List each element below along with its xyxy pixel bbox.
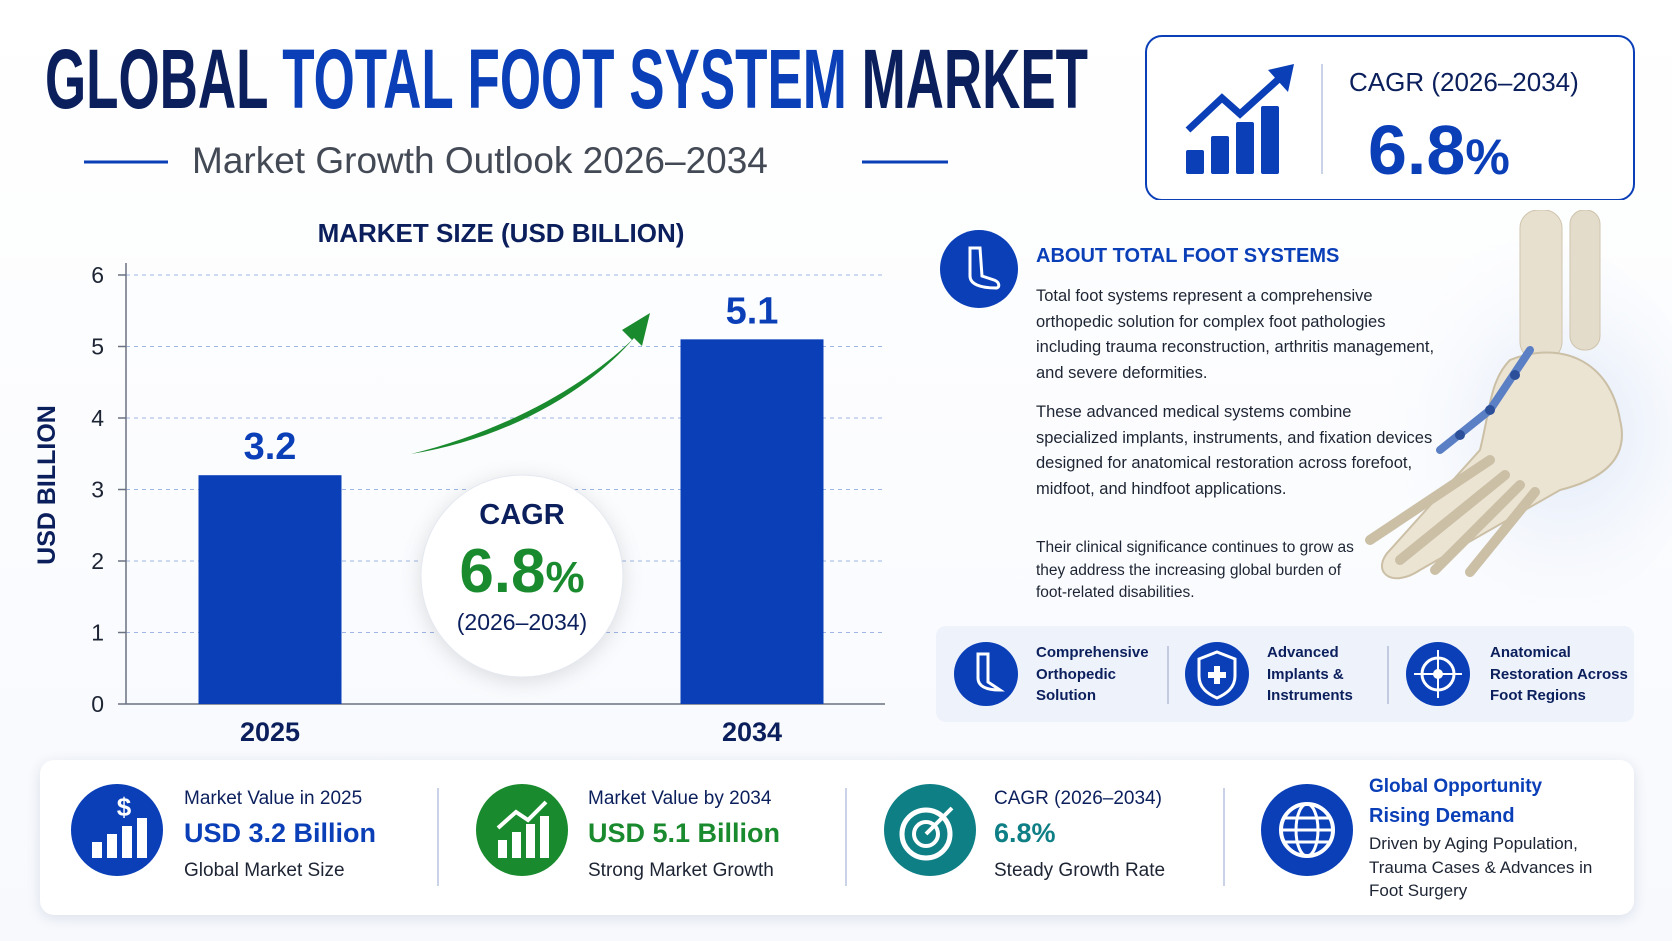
y-tick-label: 5 bbox=[91, 334, 104, 360]
stat-sub: Steady Growth Rate bbox=[994, 860, 1166, 881]
y-tick-label: 4 bbox=[91, 405, 104, 431]
about-paragraph: Their clinical significance continues to… bbox=[1036, 539, 1354, 601]
stats-panel bbox=[40, 760, 1634, 915]
x-tick-label: 2025 bbox=[240, 717, 300, 747]
plot: 0 1 2 3 4 5 6 2025 3.2 2034 5.1 bbox=[91, 262, 885, 747]
y-tick-label: 6 bbox=[91, 262, 104, 288]
chart-title: MARKET SIZE (USD BILLION) bbox=[318, 218, 685, 248]
cagr-unit: % bbox=[1465, 129, 1509, 185]
features-panel bbox=[936, 626, 1634, 722]
badge-unit: % bbox=[546, 553, 585, 602]
stat-sub: Strong Market Growth bbox=[588, 860, 774, 881]
stat-value: USD 3.2 Billion bbox=[184, 818, 377, 848]
badge-label: CAGR bbox=[479, 499, 564, 531]
stat-value: USD 5.1 Billion bbox=[588, 818, 781, 848]
cagr-number: 6.8 bbox=[1368, 111, 1465, 189]
bar-chart: MARKET SIZE (USD BILLION) USD BILLION 0 1… bbox=[33, 218, 885, 747]
stat-icons: $ bbox=[71, 784, 1353, 886]
feature-text: Anatomical Restoration Across Foot Regio… bbox=[1490, 644, 1628, 704]
y-tick-label: 0 bbox=[91, 691, 104, 717]
about-paragraph: Total foot systems represent a comprehen… bbox=[1036, 287, 1435, 382]
about-title: ABOUT TOTAL FOOT SYSTEMS bbox=[1036, 245, 1340, 267]
data-label: 3.2 bbox=[244, 426, 297, 468]
bar bbox=[680, 339, 824, 704]
cagr-badge bbox=[420, 474, 624, 678]
stat-sub: Driven by Aging Population, Trauma Cases… bbox=[1369, 834, 1593, 900]
y-tick-label: 1 bbox=[91, 620, 104, 646]
feature-icons bbox=[954, 642, 1470, 706]
feature-text: Comprehensive Orthopedic Solution bbox=[1036, 644, 1149, 704]
stat-value: 6.8% bbox=[994, 818, 1056, 848]
about-icon bbox=[940, 230, 1018, 308]
badge-number: 6.8 bbox=[459, 537, 545, 606]
foot-illustration bbox=[1360, 210, 1672, 610]
stat-label: CAGR (2026–2034) bbox=[994, 788, 1162, 809]
about-paragraph: These advanced medical systems combine s… bbox=[1036, 403, 1433, 498]
y-axis-label: USD BILLION bbox=[33, 405, 61, 565]
stat-value: Rising Demand bbox=[1369, 805, 1515, 827]
bar bbox=[198, 475, 342, 704]
stat-label: Market Value in 2025 bbox=[184, 788, 363, 809]
badge-value: 6.8% bbox=[459, 537, 584, 606]
main-title: GLOBAL TOTAL FOOT SYSTEM MARKET bbox=[45, 32, 1088, 126]
badge-period: (2026–2034) bbox=[457, 609, 587, 635]
y-tick-label: 2 bbox=[91, 548, 104, 574]
subtitle: Market Growth Outlook 2026–2034 bbox=[192, 140, 768, 181]
growth-arrow bbox=[411, 313, 650, 454]
feature-text: Advanced Implants & Instruments bbox=[1267, 644, 1353, 704]
title-part: GLOBAL bbox=[45, 32, 268, 126]
stat-label: Market Value by 2034 bbox=[588, 788, 772, 809]
cagr-value: 6.8% bbox=[1368, 111, 1510, 189]
y-tick-label: 3 bbox=[91, 477, 104, 503]
x-tick-label: 2034 bbox=[722, 717, 782, 747]
svg-text:$: $ bbox=[117, 792, 132, 822]
cagr-label: CAGR (2026–2034) bbox=[1349, 67, 1579, 97]
title-part: TOTAL FOOT SYSTEM bbox=[282, 32, 847, 126]
growth-icon bbox=[1185, 64, 1294, 174]
stat-label: Global Opportunity bbox=[1369, 776, 1543, 797]
stat-sub: Global Market Size bbox=[184, 860, 345, 881]
data-label: 5.1 bbox=[726, 290, 779, 332]
title-part: MARKET bbox=[862, 32, 1088, 126]
header: GLOBAL TOTAL FOOT SYSTEM MARKET Market G… bbox=[45, 32, 1635, 200]
